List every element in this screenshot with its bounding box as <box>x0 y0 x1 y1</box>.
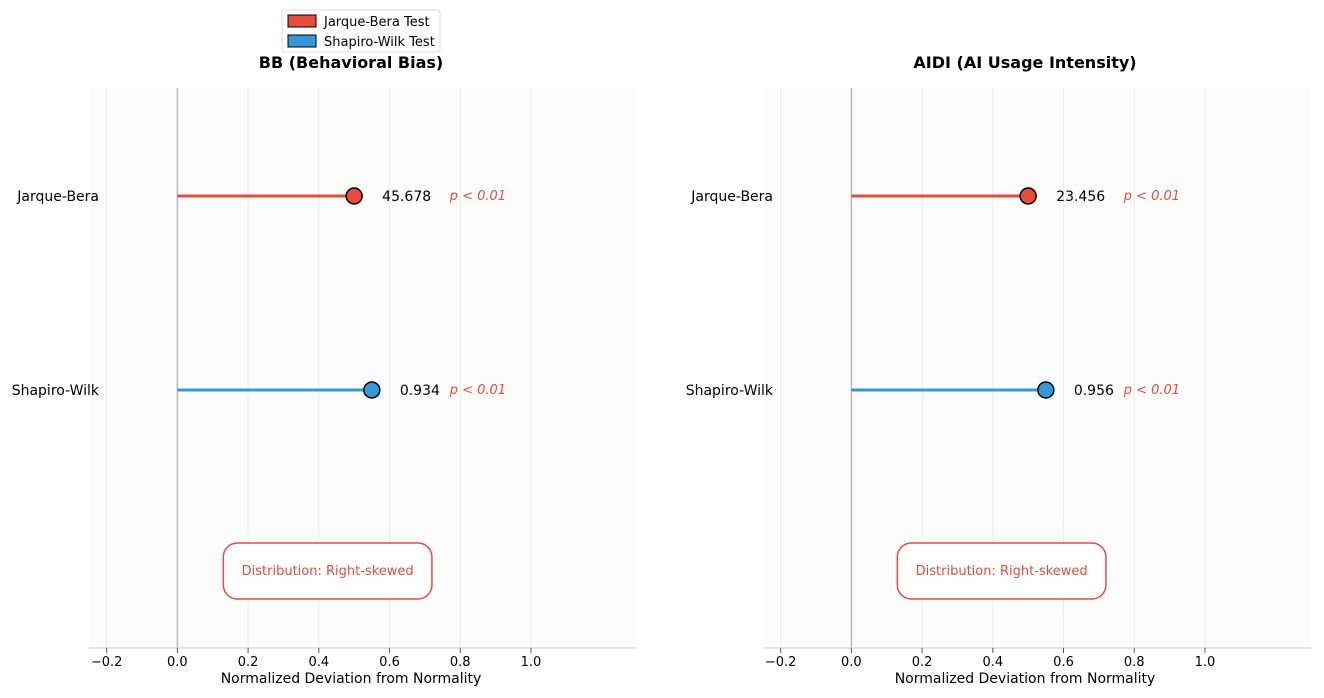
annotation-text: Distribution: Right-skewed <box>242 564 414 579</box>
chart-panel-2: −0.2 0.0 0.2 0.4 0.6 0.8 1.0 Normalized Deviati… <box>686 53 1311 687</box>
lollipop-marker <box>345 187 363 205</box>
legend-label-jarque-bera: Jarque-Bera Test <box>323 15 430 30</box>
lollipop-marker <box>1037 381 1055 399</box>
category-label: Jarque-Bera <box>16 189 99 205</box>
x-tick-label: 0.2 <box>912 655 933 670</box>
value-label: 0.934 <box>400 383 440 399</box>
chart-title: AIDI (AI Usage Intensity) <box>913 53 1136 72</box>
chart-title: BB (Behavioral Bias) <box>259 53 443 72</box>
lollipop-marker <box>363 381 381 399</box>
legend: Jarque-Bera Test Shapiro-Wilk Test <box>281 9 441 53</box>
annotation-box <box>896 542 1107 600</box>
p-value-label: p < 0.01 <box>449 383 506 398</box>
value-label: 23.456 <box>1056 189 1105 205</box>
x-tick-label: 0.8 <box>450 655 471 670</box>
annotation-text: Distribution: Right-skewed <box>916 564 1088 579</box>
legend-swatch-jarque-bera <box>287 14 317 28</box>
x-tick-label: 0.6 <box>379 655 400 670</box>
x-tick-label: 0.0 <box>167 655 188 670</box>
x-tick-label: 1.0 <box>521 655 542 670</box>
category-label: Jarque-Bera <box>690 189 773 205</box>
x-tick-label: −0.2 <box>91 655 123 670</box>
legend-box <box>281 9 441 53</box>
x-tick-label: 0.6 <box>1053 655 1074 670</box>
chart-panel-1: −0.2 0.0 0.2 0.4 0.6 0.8 1.0 Normalized Deviati… <box>12 53 637 687</box>
x-tick-label: −0.2 <box>765 655 797 670</box>
annotation-box <box>222 542 433 600</box>
lollipop-marker <box>1019 187 1037 205</box>
value-label: 45.678 <box>382 189 431 205</box>
x-tick-label: 1.0 <box>1195 655 1216 670</box>
p-value-label: p < 0.01 <box>1123 383 1180 398</box>
category-label: Shapiro-Wilk <box>686 383 774 399</box>
x-axis-label: Normalized Deviation from Normality <box>221 671 482 687</box>
p-value-label: p < 0.01 <box>449 189 506 204</box>
value-label: 0.956 <box>1074 383 1114 399</box>
x-tick-label: 0.4 <box>308 655 329 670</box>
x-tick-label: 0.8 <box>1124 655 1145 670</box>
legend-swatch-shapiro-wilk <box>287 34 317 48</box>
x-tick-label: 0.2 <box>238 655 259 670</box>
x-tick-label: 0.0 <box>841 655 862 670</box>
p-value-label: p < 0.01 <box>1123 189 1180 204</box>
legend-label-shapiro-wilk: Shapiro-Wilk Test <box>324 35 435 50</box>
x-axis-label: Normalized Deviation from Normality <box>895 671 1156 687</box>
category-label: Shapiro-Wilk <box>12 383 100 399</box>
x-tick-label: 0.4 <box>982 655 1003 670</box>
